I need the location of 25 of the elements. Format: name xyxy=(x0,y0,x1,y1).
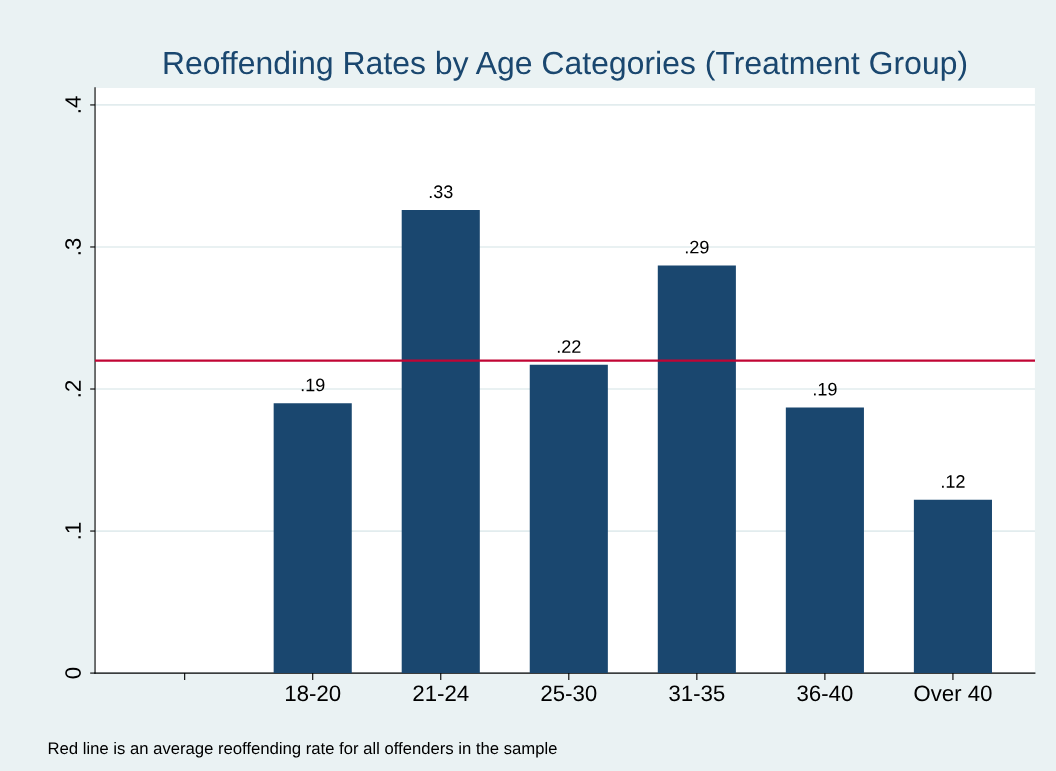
data-label: .22 xyxy=(557,340,581,353)
x-tick-label: 31-35 xyxy=(669,685,725,702)
y-tick-label: .3 xyxy=(65,238,81,255)
y-tick-label: 0 xyxy=(65,667,81,679)
chart-title: Reoffending Rates by Age Categories (Treatment Group) xyxy=(164,50,967,81)
data-label: .19 xyxy=(813,382,837,396)
x-tick-label: Over 40 xyxy=(914,685,992,702)
bar xyxy=(913,499,992,674)
bar xyxy=(529,364,608,674)
data-label: .29 xyxy=(685,240,709,254)
x-tick-label: 18-20 xyxy=(285,685,341,702)
x-tick-label: 36-40 xyxy=(797,685,853,702)
y-tick-label: .1 xyxy=(65,522,81,539)
data-label: .19 xyxy=(301,378,325,392)
bar xyxy=(785,407,864,674)
bar xyxy=(401,210,480,674)
bar xyxy=(657,265,736,674)
y-tick-label: .2 xyxy=(65,380,81,397)
bar xyxy=(273,403,352,674)
data-label: .12 xyxy=(942,475,965,488)
x-tick-label: 25-30 xyxy=(541,685,597,702)
y-tick-label: .4 xyxy=(65,96,81,113)
data-label: .33 xyxy=(429,185,453,199)
x-tick-label: 21-24 xyxy=(413,685,469,701)
text: Red line is an average reoffending rate for all offenders in the sample xyxy=(48,741,557,758)
